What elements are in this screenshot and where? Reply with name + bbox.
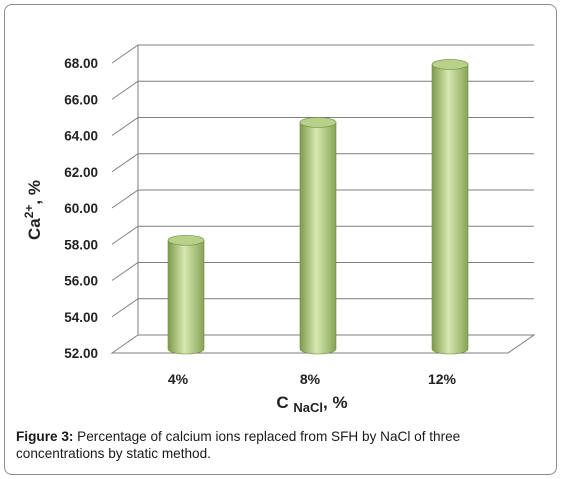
bar-top: [299, 117, 337, 128]
bar-top: [431, 59, 469, 70]
bar-body: [431, 64, 469, 355]
gridline: [111, 153, 534, 173]
bar-body: [299, 122, 337, 355]
chart-floor: [110, 334, 536, 354]
caption-text: Percentage of calcium ions replaced from…: [16, 429, 461, 461]
x-axis-title: C NaCl, %: [276, 393, 347, 415]
figure-caption: Figure 3: Percentage of calcium ions rep…: [16, 428, 546, 462]
gridline: [111, 298, 534, 318]
gridline: [111, 189, 534, 209]
y-tick-label: 56.00: [64, 274, 98, 289]
bar-layer: [167, 59, 469, 355]
y-tick-label: 52.00: [64, 346, 98, 361]
y-tick-label: 54.00: [64, 310, 98, 325]
caption-label: Figure 3:: [16, 429, 74, 444]
bar: [167, 234, 205, 355]
gridline: [111, 262, 534, 281]
bar-top: [167, 234, 205, 246]
bar: [431, 59, 469, 355]
y-tick-label: 62.00: [64, 165, 98, 180]
gridline: [111, 44, 534, 64]
y-axis-title: Ca2+, %: [22, 180, 44, 240]
bar-body: [167, 239, 205, 355]
y-tick-label: 58.00: [64, 237, 98, 252]
bar: [299, 117, 337, 355]
gridline: [111, 80, 534, 100]
y-tick-label: 66.00: [64, 92, 98, 107]
gridline: [111, 117, 534, 136]
gridline: [111, 225, 534, 245]
y-tick-label: 60.00: [64, 201, 98, 216]
x-tick-label: 4%: [168, 371, 189, 387]
grid-layer: [110, 44, 536, 354]
y-tick-label: 64.00: [64, 129, 98, 144]
y-tick-label: 68.00: [64, 56, 98, 71]
x-tick-label: 8%: [300, 371, 321, 387]
label-layer: 52.00 54.00 56.00 58.00 60.00 62.00 64.00 66.00…: [22, 56, 457, 415]
x-tick-label: 12%: [428, 371, 457, 387]
